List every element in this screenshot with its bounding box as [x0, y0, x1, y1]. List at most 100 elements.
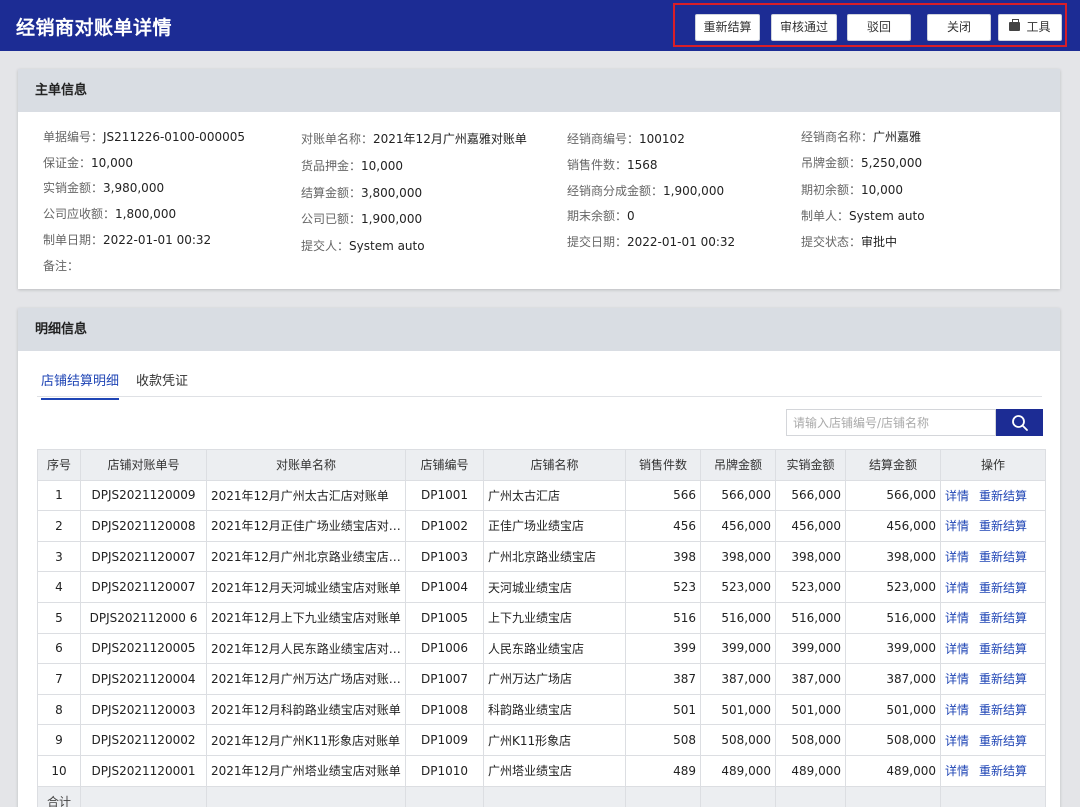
cell-store-name: 广州北京路业绩宝店	[483, 540, 626, 573]
tab-store-settlement[interactable]: 店铺结算明细	[41, 370, 120, 400]
cell-actions: 详情 重新结算	[940, 540, 1046, 573]
info-goods-deposit: 货品押金：10,000	[301, 159, 404, 173]
cell-actions: 详情 重新结算	[940, 693, 1046, 726]
cell-settlement-amount: 387,000	[845, 663, 941, 695]
cell-settlement-amount: 523,000	[845, 571, 941, 603]
cell-tag-amount: 523,000	[700, 571, 776, 603]
cell-actual-amount: 566,000	[775, 479, 846, 512]
tab-payment-voucher[interactable]: 收款凭证	[136, 374, 189, 389]
row-resettle-link[interactable]: 重新结算	[979, 519, 1028, 534]
cell-tag-amount: 387,000	[700, 663, 776, 695]
store-search-input[interactable]	[786, 409, 996, 436]
cell-sales-qty: 516	[625, 601, 701, 634]
cell-settlement-amount: 398,000	[845, 540, 941, 573]
cell-sales-qty: 398	[625, 540, 701, 573]
cell-tag-amount: 399,000	[700, 632, 776, 665]
info-submit-status: 提交状态：审批中	[801, 235, 898, 249]
row-resettle-link[interactable]: 重新结算	[979, 672, 1028, 687]
col-header-settlement-amount: 结算金额	[845, 449, 941, 481]
cell-store-name: 上下九业绩宝店	[483, 601, 626, 634]
info-dealer-no: 经销商编号：100102	[567, 132, 685, 146]
row-detail-link[interactable]: 详情	[945, 488, 970, 503]
cell-actions: 详情 重新结算	[940, 632, 1046, 665]
col-header-store-bill-no: 店铺对账单号	[80, 449, 207, 481]
cell-store-no: DP1006	[405, 632, 484, 665]
cell-store-bill-no: DPJS2021120007	[80, 571, 207, 603]
cell-actual-amount: 398,000	[775, 540, 846, 573]
cell-index: 2	[37, 510, 81, 542]
cell-sales-qty: 523	[625, 571, 701, 603]
row-resettle-link[interactable]: 重新结算	[979, 641, 1028, 656]
info-bill-no: 单据编号：JS211226-0100-000005	[43, 130, 245, 144]
cell-store-bill-no: DPJS2021120008	[80, 510, 207, 542]
reject-button[interactable]: 驳回	[847, 14, 911, 41]
info-deposit: 保证金：10,000	[43, 156, 134, 170]
cell-sales-qty: 501	[625, 693, 701, 726]
row-resettle-link[interactable]: 重新结算	[979, 488, 1028, 503]
action-button-group: 重新结算 审核通过 驳回 关闭 工具	[673, 3, 1067, 47]
row-detail-link[interactable]: 详情	[945, 611, 970, 626]
tools-button-label: 工具	[1026, 20, 1051, 34]
info-remark: 备注：	[43, 259, 80, 273]
resettle-button[interactable]: 重新结算	[695, 14, 760, 41]
row-resettle-link[interactable]: 重新结算	[979, 550, 1028, 565]
cell-store-bill-no: DPJS2021120003	[80, 693, 207, 726]
cell-store-name: 广州万达广场店	[483, 663, 626, 695]
cell-actual-amount: 508,000	[775, 724, 846, 756]
row-resettle-link[interactable]: 重新结算	[979, 703, 1028, 718]
cell-store-no: DP1002	[405, 510, 484, 542]
row-resettle-link[interactable]: 重新结算	[979, 733, 1028, 748]
info-tag-amount: 吊牌金额：5,250,000	[801, 156, 923, 170]
cell-store-name: 正佳广场业绩宝店	[483, 510, 626, 542]
row-detail-link[interactable]: 详情	[945, 733, 970, 748]
table-header-row: 序号 店铺对账单号 对账单名称 店铺编号 店铺名称 销售件数 吊牌金额 实销金额…	[37, 449, 1046, 481]
close-button[interactable]: 关闭	[927, 14, 991, 41]
cell-store-bill-no: DPJS202112000 6	[80, 601, 207, 634]
page-title: 经销商对账单详情	[16, 17, 173, 39]
cell-settlement-amount: 489,000	[845, 754, 941, 787]
row-detail-link[interactable]: 详情	[945, 672, 970, 687]
cell-actions: 详情 重新结算	[940, 601, 1046, 634]
row-detail-link[interactable]: 详情	[945, 519, 970, 534]
cell-sales-qty: 387	[625, 663, 701, 695]
detail-title: 明细信息	[18, 308, 1060, 351]
info-statement-name: 对账单名称：2021年12月广州嘉雅对账单	[301, 132, 527, 146]
cell-actual-amount: 489,000	[775, 754, 846, 787]
row-detail-link[interactable]: 详情	[945, 580, 970, 595]
table-row: 2 DPJS2021120008 2021年12月正佳广场业绩宝店对… DP1002 正…	[37, 510, 1046, 542]
approve-button[interactable]: 审核通过	[771, 14, 837, 41]
cell-tag-amount: 566,000	[700, 479, 776, 512]
search-button[interactable]	[996, 409, 1043, 436]
row-resettle-link[interactable]: 重新结算	[979, 611, 1028, 626]
cell-store-bill-no: DPJS2021120001	[80, 754, 207, 787]
cell-tag-amount: 398,000	[700, 540, 776, 573]
table-row: 7 DPJS2021120004 2021年12月广州万达广场店对账… DP1007 广…	[37, 663, 1046, 695]
cell-statement-name: 2021年12月正佳广场业绩宝店对…	[206, 510, 406, 542]
info-opening-balance: 期初余额：10,000	[801, 183, 904, 197]
cell-statement-name: 2021年12月人民东路业绩宝店对…	[206, 632, 406, 665]
cell-actual-amount: 501,000	[775, 693, 846, 726]
row-detail-link[interactable]: 详情	[945, 641, 970, 656]
tools-button[interactable]: 工具	[998, 14, 1062, 41]
cell-index: 4	[37, 571, 81, 603]
cell-tag-amount: 489,000	[700, 754, 776, 787]
cell-actions: 详情 重新结算	[940, 510, 1046, 542]
info-create-date: 制单日期：2022-01-01 00:32	[43, 233, 212, 247]
cell-store-name: 广州K11形象店	[483, 724, 626, 756]
row-detail-link[interactable]: 详情	[945, 550, 970, 565]
row-detail-link[interactable]: 详情	[945, 764, 970, 779]
cell-tag-amount: 456,000	[700, 510, 776, 542]
cell-index: 8	[37, 693, 81, 726]
cell-sales-qty: 566	[625, 479, 701, 512]
info-ending-balance: 期末余额：0	[567, 209, 635, 223]
cell-index: 6	[37, 632, 81, 665]
row-detail-link[interactable]: 详情	[945, 703, 970, 718]
row-resettle-link[interactable]: 重新结算	[979, 580, 1028, 595]
cell-statement-name: 2021年12月上下九业绩宝店对账单	[206, 601, 406, 634]
cell-store-bill-no: DPJS2021120004	[80, 663, 207, 695]
cell-actions: 详情 重新结算	[940, 663, 1046, 695]
cell-store-bill-no: DPJS2021120005	[80, 632, 207, 665]
table-row: 3 DPJS2021120007 2021年12月广州北京路业绩宝店… DP1003 广…	[37, 540, 1046, 573]
row-resettle-link[interactable]: 重新结算	[979, 764, 1028, 779]
col-header-actual-amount: 实销金额	[775, 449, 846, 481]
